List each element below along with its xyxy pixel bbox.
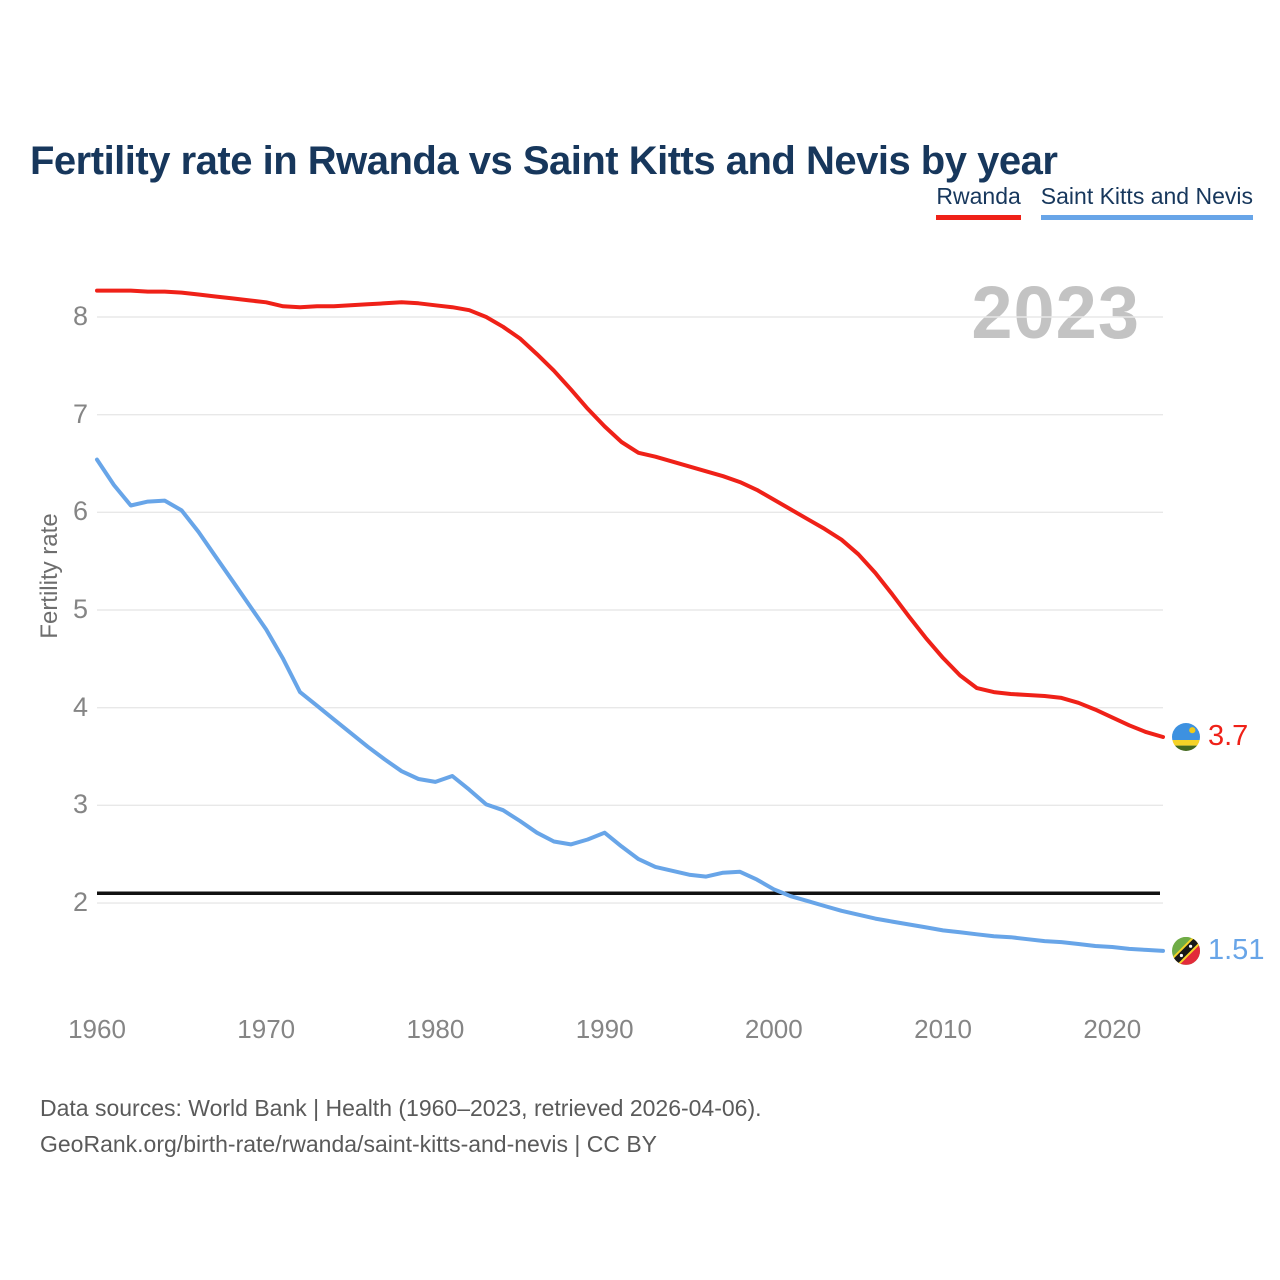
y-tick-label: 2 [72,887,88,918]
saint-kitts-and-nevis-flag-icon [1172,936,1200,965]
x-tick-label: 1980 [406,1014,465,1044]
y-tick-label: 4 [72,691,88,722]
watermark-year: 2023 [971,271,1140,354]
y-tick-label: 6 [72,496,88,527]
rwanda-end-value-label: 3.7 [1208,719,1249,752]
y-tick-label: 5 [72,594,88,624]
rwanda-flag-icon [1172,723,1200,751]
x-tick-label: 1990 [575,1014,634,1044]
data-source-line: Data sources: World Bank | Health (1960–… [40,1095,762,1121]
x-tick-label: 1960 [68,1014,126,1044]
legend: Rwanda Saint Kitts and Nevis [936,183,1253,220]
y-tick-label: 3 [72,789,88,820]
y-axis-title: Fertility rate [36,513,63,639]
page-title: Fertility rate in Rwanda vs Saint Kitts … [30,138,1058,183]
x-tick-label: 2000 [744,1014,803,1044]
y-tick-label: 7 [72,398,88,429]
legend-item-saint-kitts-and-nevis[interactable]: Saint Kitts and Nevis [1040,183,1253,220]
gridlines [97,316,1163,904]
series-line-rwanda [95,288,1165,739]
y-tick-label: 8 [72,301,88,331]
x-tick-label: 1970 [237,1014,296,1044]
saint-kitts-end-value-label: 1.51 [1208,933,1265,966]
attribution-line: GeoRank.org/birth-rate/rwanda/saint-kitt… [40,1131,658,1157]
x-tick-label: 2020 [1083,1014,1142,1044]
legend-item-rwanda[interactable]: Rwanda [936,183,1021,220]
series-line-saint-kitts-and-nevis [95,457,1165,953]
footer: Data sources: World Bank | Health (1960–… [40,1090,762,1162]
x-tick-label: 2010 [914,1014,972,1044]
